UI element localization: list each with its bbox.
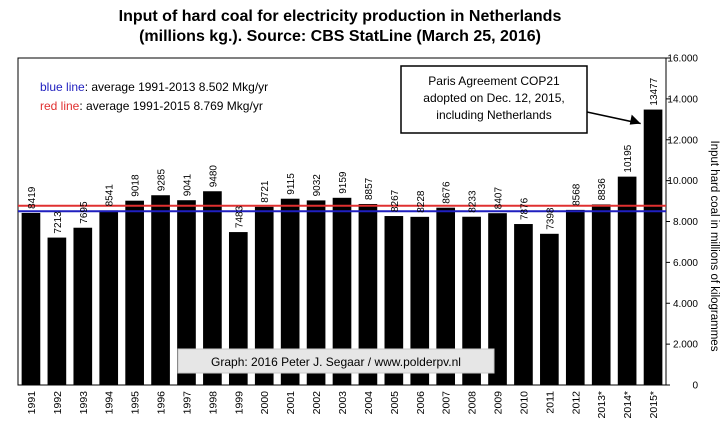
y-tick-label: 8.000 — [673, 217, 698, 228]
bar — [591, 204, 611, 385]
x-tick-label: 2014* — [622, 391, 634, 418]
bar-value-label: 9041 — [183, 174, 194, 197]
x-tick-label: 2011 — [544, 391, 556, 414]
x-tick-label: 1995 — [130, 391, 142, 415]
y-tick-label: 12.000 — [667, 135, 698, 146]
bar-value-label: 8233 — [468, 190, 479, 213]
y-tick-label: 2.000 — [673, 340, 698, 351]
bar — [125, 200, 144, 385]
chart-subtitle: (millions kg.). Source: CBS StatLine (Ma… — [139, 28, 541, 45]
bar — [151, 195, 170, 385]
credit-box — [177, 348, 495, 374]
bar-value-label: 9159 — [338, 171, 349, 194]
bar — [99, 210, 119, 385]
annotation-text: Paris Agreement COP21 — [428, 74, 560, 88]
bar-value-label: 8857 — [364, 177, 375, 200]
bar-value-label: 7483 — [234, 205, 245, 228]
bar-value-label: 7213 — [53, 211, 64, 234]
x-tick-label: 2004 — [363, 391, 375, 415]
bar — [228, 232, 248, 385]
y-tick-label: 16.000 — [667, 54, 698, 65]
bar — [73, 227, 93, 385]
bar-value-label: 9285 — [157, 169, 168, 192]
x-tick-label: 2002 — [311, 391, 323, 415]
annotation-text: including Netherlands — [436, 108, 551, 122]
x-tick-label: 2009 — [493, 391, 505, 415]
x-tick-label: 2006 — [415, 391, 427, 415]
bar-value-label: 7398 — [545, 207, 556, 230]
y-tick-label: 14.000 — [667, 94, 698, 105]
bar-value-label: 8228 — [416, 190, 427, 213]
bar — [462, 216, 481, 385]
bar — [540, 233, 559, 385]
chart-title: Input of hard coal for electricity produ… — [118, 8, 562, 25]
bar-value-label: 13477 — [649, 77, 660, 105]
bar — [617, 176, 637, 385]
bar-value-label: 8836 — [597, 178, 608, 201]
bar-value-label: 7876 — [519, 197, 530, 220]
bar — [306, 200, 326, 385]
x-tick-label: 2013* — [596, 391, 608, 418]
bar-value-label: 8541 — [105, 184, 116, 207]
bar — [565, 209, 585, 385]
bar — [358, 203, 378, 385]
bar — [410, 216, 430, 385]
bar — [436, 207, 456, 385]
bar — [21, 212, 41, 385]
bar — [514, 224, 533, 385]
x-tick-label: 1996 — [156, 391, 168, 415]
annotation-text: adopted on Dec. 12, 2015, — [423, 91, 564, 105]
annotation-box — [400, 65, 588, 134]
x-tick-label: 2015* — [648, 391, 660, 418]
bar-value-label: 7695 — [79, 201, 90, 224]
bar — [488, 213, 507, 385]
bar-value-label: 8568 — [571, 183, 582, 206]
bar-value-label: 8407 — [494, 187, 505, 210]
y-axis-label: Input hard coal in millions of kilogramm… — [708, 141, 720, 352]
x-tick-label: 2000 — [259, 391, 271, 415]
bar-value-label: 8267 — [390, 189, 401, 212]
x-tick-label: 2001 — [285, 391, 297, 415]
bar — [332, 197, 352, 385]
bar — [47, 237, 67, 385]
bar-value-label: 8676 — [442, 181, 453, 204]
y-tick-label: 10.000 — [667, 176, 698, 187]
bar-value-label: 10195 — [623, 144, 634, 172]
bar — [254, 206, 274, 385]
x-tick-label: 1991 — [26, 391, 38, 415]
legend-entry: red line: average 1991-2015 8.769 Mkg/yr — [40, 99, 263, 113]
x-tick-label: 2003 — [337, 391, 349, 415]
x-tick-label: 1998 — [207, 391, 219, 415]
bar-value-label: 9032 — [312, 174, 323, 197]
x-tick-label: 2007 — [441, 391, 453, 415]
x-tick-label: 2012 — [570, 391, 582, 415]
x-tick-label: 2005 — [389, 391, 401, 415]
x-tick-label: 1997 — [182, 391, 194, 415]
legend-entry: blue line: average 1991-2013 8.502 Mkg/y… — [40, 80, 268, 94]
credit-text: Graph: 2016 Peter J. Segaar / www.polder… — [211, 355, 461, 369]
y-tick-label: 4.000 — [673, 299, 698, 310]
x-tick-label: 1993 — [78, 391, 90, 415]
x-tick-label: 1994 — [104, 391, 116, 415]
x-tick-label: 2010 — [518, 391, 530, 415]
arrow-head — [629, 114, 641, 125]
bar — [643, 109, 663, 385]
bar-value-label: 9115 — [286, 173, 297, 195]
y-tick-label: 0 — [692, 381, 698, 392]
bar — [384, 216, 404, 385]
bar-value-label: 8721 — [260, 180, 271, 203]
bar — [177, 200, 196, 385]
bar-value-label: 9018 — [131, 174, 142, 197]
x-tick-label: 2008 — [467, 391, 479, 415]
bar-value-label: 9480 — [208, 165, 219, 188]
bar — [203, 191, 222, 385]
y-tick-label: 6.000 — [673, 258, 698, 269]
x-tick-label: 1992 — [52, 391, 64, 415]
bar — [280, 198, 300, 385]
x-tick-label: 1999 — [233, 391, 245, 415]
bar-value-label: 8419 — [27, 186, 38, 209]
